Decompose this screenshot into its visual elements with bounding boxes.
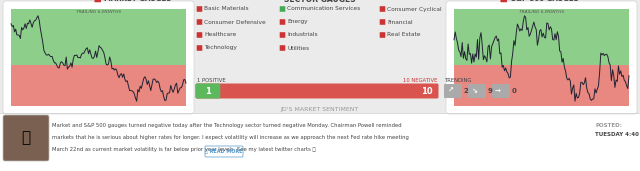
Text: →: → — [495, 88, 501, 94]
Text: 📤 READ MORE: 📤 READ MORE — [205, 149, 243, 154]
Text: Energy: Energy — [287, 19, 308, 24]
FancyBboxPatch shape — [196, 45, 202, 51]
Text: Basic Materials: Basic Materials — [204, 6, 248, 11]
Text: TUESDAY 4:40 PM: TUESDAY 4:40 PM — [595, 132, 640, 137]
FancyBboxPatch shape — [280, 32, 285, 38]
Text: SECTOR GAUGES: SECTOR GAUGES — [284, 0, 356, 3]
Text: Technology: Technology — [204, 45, 237, 50]
FancyBboxPatch shape — [468, 84, 486, 98]
Text: ↗: ↗ — [447, 88, 453, 94]
Text: S&P 500 GAUGES: S&P 500 GAUGES — [511, 0, 579, 2]
FancyBboxPatch shape — [380, 6, 385, 12]
FancyBboxPatch shape — [196, 19, 202, 25]
FancyBboxPatch shape — [280, 6, 285, 12]
Text: March 22nd as current market volatility is far below prior year levels. See my l: March 22nd as current market volatility … — [52, 147, 316, 152]
Text: Real Estate: Real Estate — [387, 32, 420, 37]
Text: markets that he is serious about higher rates for longer. I expect volatility wi: markets that he is serious about higher … — [52, 135, 409, 140]
Bar — [454, 65, 629, 106]
Text: 👤: 👤 — [21, 130, 31, 146]
FancyBboxPatch shape — [280, 45, 285, 51]
FancyBboxPatch shape — [195, 83, 220, 98]
FancyBboxPatch shape — [3, 1, 194, 114]
Text: JD'S MARKET SENTIMENT: JD'S MARKET SENTIMENT — [281, 107, 359, 112]
FancyBboxPatch shape — [380, 19, 385, 25]
FancyBboxPatch shape — [3, 115, 49, 161]
Bar — [454, 9, 629, 65]
FancyBboxPatch shape — [205, 146, 243, 157]
FancyBboxPatch shape — [446, 1, 637, 114]
FancyBboxPatch shape — [492, 84, 510, 98]
Text: TRAILING 6-MONTHS: TRAILING 6-MONTHS — [519, 10, 564, 14]
Bar — [11, 65, 186, 106]
Text: TRENDING: TRENDING — [445, 78, 472, 83]
Bar — [0, 113, 640, 171]
Text: POSTED:: POSTED: — [595, 123, 622, 128]
FancyBboxPatch shape — [380, 32, 385, 38]
Text: Consumer Defensive: Consumer Defensive — [204, 19, 266, 24]
Text: Healthcare: Healthcare — [204, 32, 236, 37]
Text: x: x — [97, 0, 99, 1]
Text: TRAILING 6-MONTHS: TRAILING 6-MONTHS — [76, 10, 121, 14]
FancyBboxPatch shape — [196, 6, 202, 12]
Text: 10 NEGATIVE: 10 NEGATIVE — [403, 78, 437, 83]
FancyBboxPatch shape — [95, 0, 101, 2]
Text: 1: 1 — [205, 87, 211, 95]
Text: 1 POSITIVE: 1 POSITIVE — [197, 78, 226, 83]
Text: 9: 9 — [488, 88, 493, 94]
Text: x: x — [502, 0, 505, 1]
Text: Industrials: Industrials — [287, 32, 317, 37]
FancyBboxPatch shape — [196, 32, 202, 38]
Text: Financial: Financial — [387, 19, 413, 24]
Text: Market and S&P 500 gauges turned negative today after the Technology sector turn: Market and S&P 500 gauges turned negativ… — [52, 123, 402, 128]
Text: ↘: ↘ — [471, 88, 477, 94]
FancyBboxPatch shape — [444, 84, 462, 98]
Text: 2: 2 — [464, 88, 468, 94]
Text: 10: 10 — [421, 87, 433, 95]
Text: Utilities: Utilities — [287, 45, 309, 50]
FancyBboxPatch shape — [280, 19, 285, 25]
FancyBboxPatch shape — [500, 0, 507, 2]
Text: 0: 0 — [512, 88, 517, 94]
Text: Communication Services: Communication Services — [287, 6, 360, 11]
Text: MARKET GAUGES: MARKET GAUGES — [104, 0, 172, 2]
Bar — [11, 9, 186, 65]
FancyBboxPatch shape — [195, 83, 438, 98]
Text: Consumer Cyclical: Consumer Cyclical — [387, 6, 442, 11]
